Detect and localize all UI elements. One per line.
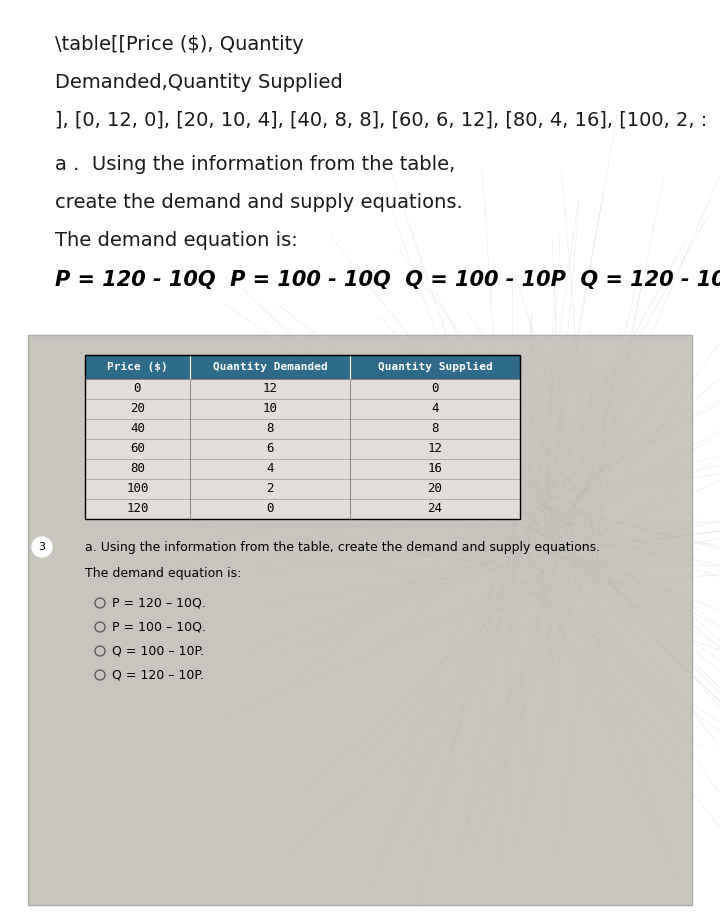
Text: 8: 8 — [431, 422, 438, 435]
Text: Q = 100 – 10P.: Q = 100 – 10P. — [112, 645, 204, 658]
Bar — [28, 335, 692, 905]
Text: 16: 16 — [428, 462, 443, 475]
Text: Q = 120 – 10P.: Q = 120 – 10P. — [112, 669, 204, 682]
Text: a. Using the information from the table, create the demand and supply equations.: a. Using the information from the table,… — [85, 541, 600, 554]
Text: 100: 100 — [126, 483, 149, 495]
Text: 2: 2 — [266, 483, 274, 495]
Bar — [85, 479, 520, 499]
Text: Demanded,Quantity Supplied: Demanded,Quantity Supplied — [55, 73, 343, 92]
Text: The demand equation is:: The demand equation is: — [85, 567, 241, 580]
Text: P = 120 - 10Q  P = 100 - 10Q  Q = 100 - 10P  Q = 120 - 10P: P = 120 - 10Q P = 100 - 10Q Q = 100 - 10… — [55, 270, 720, 290]
Text: 12: 12 — [263, 382, 277, 396]
Bar — [85, 419, 520, 439]
Bar — [85, 355, 520, 519]
Bar — [85, 499, 520, 519]
Text: 8: 8 — [266, 422, 274, 435]
Text: 80: 80 — [130, 462, 145, 475]
Text: 0: 0 — [431, 382, 438, 396]
Bar — [85, 459, 520, 479]
Text: 0: 0 — [266, 503, 274, 515]
Text: Quantity Demanded: Quantity Demanded — [212, 362, 328, 372]
Text: ], [0, 12, 0], [20, 10, 4], [40, 8, 8], [60, 6, 12], [80, 4, 16], [100, 2, :: ], [0, 12, 0], [20, 10, 4], [40, 8, 8], … — [55, 111, 707, 130]
Circle shape — [32, 537, 52, 557]
Text: 24: 24 — [428, 503, 443, 515]
Text: 120: 120 — [126, 503, 149, 515]
Text: 4: 4 — [266, 462, 274, 475]
Text: 0: 0 — [134, 382, 141, 396]
Text: \table[[Price ($), Quantity: \table[[Price ($), Quantity — [55, 35, 304, 54]
Text: The demand equation is:: The demand equation is: — [55, 231, 298, 250]
Text: create the demand and supply equations.: create the demand and supply equations. — [55, 193, 463, 212]
Text: 40: 40 — [130, 422, 145, 435]
Text: 20: 20 — [428, 483, 443, 495]
Text: a .  Using the information from the table,: a . Using the information from the table… — [55, 155, 455, 174]
Bar — [85, 439, 520, 459]
Text: 20: 20 — [130, 402, 145, 416]
Text: 12: 12 — [428, 442, 443, 455]
Bar — [85, 379, 520, 399]
Text: 3: 3 — [38, 542, 45, 552]
Text: P = 100 – 10Q.: P = 100 – 10Q. — [112, 621, 206, 634]
Text: 10: 10 — [263, 402, 277, 416]
Text: Price ($): Price ($) — [107, 362, 168, 372]
Text: P = 120 – 10Q.: P = 120 – 10Q. — [112, 597, 206, 610]
Text: 4: 4 — [431, 402, 438, 416]
Text: 60: 60 — [130, 442, 145, 455]
Text: Quantity Supplied: Quantity Supplied — [377, 362, 492, 372]
Bar — [85, 355, 520, 379]
Text: 6: 6 — [266, 442, 274, 455]
Bar — [85, 399, 520, 419]
